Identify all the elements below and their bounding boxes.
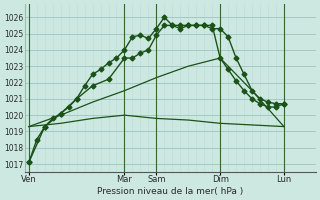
X-axis label: Pression niveau de la mer( hPa ): Pression niveau de la mer( hPa ): [97, 187, 244, 196]
